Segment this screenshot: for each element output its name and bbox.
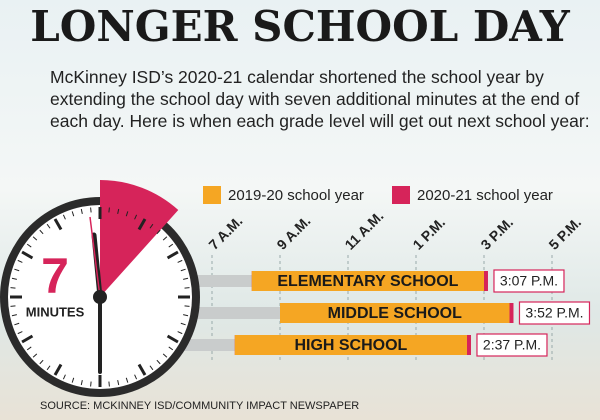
clock-tick	[32, 236, 38, 241]
clock-second-hand	[89, 216, 101, 298]
clock-tick	[21, 334, 34, 344]
clock-tick	[117, 208, 120, 214]
clock-tick	[11, 277, 17, 280]
value-label: 3:52 P.M.	[525, 305, 583, 321]
clock-tick	[26, 346, 32, 351]
clock-tick	[162, 353, 168, 358]
clock-tick	[14, 322, 20, 326]
clock-tick	[162, 236, 168, 241]
legend-swatch	[203, 186, 221, 204]
clock-tick	[14, 268, 20, 272]
category-label: HIGH SCHOOL	[294, 337, 407, 354]
clock-tick	[108, 207, 110, 213]
clock-tick	[166, 334, 179, 344]
category-label: ELEMENTARY SCHOOL	[277, 273, 458, 290]
clock-tick	[17, 259, 23, 263]
clock-tick	[149, 365, 154, 371]
clock-tick	[108, 381, 110, 387]
clock-tick	[39, 359, 44, 365]
clock-tick	[46, 223, 51, 229]
legend-label: 2020-21 school year	[417, 187, 553, 204]
clock-tick	[183, 277, 189, 280]
clock-wedge	[100, 180, 179, 297]
clock-tick	[137, 363, 147, 376]
clock-tick	[90, 207, 92, 213]
clock-tick	[80, 380, 83, 386]
clock-tick	[134, 214, 138, 220]
x-tick-label: 7 A.M.	[205, 213, 245, 253]
clock-tick	[11, 314, 17, 317]
clock-tick	[156, 359, 161, 365]
source: SOURCE: MCKINNEY ISD/COMMUNITY IMPACT NE…	[40, 400, 359, 412]
clock-tick	[168, 243, 174, 248]
x-tick-label: 5 P.M.	[545, 214, 584, 253]
clock-tick	[125, 211, 129, 217]
clock-tick	[117, 380, 120, 386]
x-tick-label: 9 A.M.	[273, 213, 313, 253]
clock-tick	[21, 250, 34, 260]
clock-tick	[137, 218, 147, 231]
clock-tick	[32, 353, 38, 358]
clock-tick	[134, 374, 138, 380]
clock-tick	[180, 322, 186, 326]
clock-tick	[184, 305, 190, 307]
title: LONGER SCHOOL DAY	[30, 2, 571, 51]
clock-tick	[177, 259, 183, 263]
x-tick-label: 11 A.M.	[341, 208, 386, 253]
category-label: MIDDLE SCHOOL	[328, 305, 462, 322]
clock-tick	[125, 377, 129, 383]
clock-tick	[10, 287, 16, 289]
bar	[251, 271, 484, 291]
clock-tick	[71, 377, 75, 383]
clock-tick	[80, 208, 83, 214]
value-box	[518, 301, 591, 325]
clock-tick	[62, 374, 66, 380]
clock-tick	[149, 223, 154, 229]
clock-tick	[53, 218, 63, 231]
legend-swatch	[392, 186, 410, 204]
value-box	[476, 333, 548, 357]
bar	[280, 303, 510, 323]
clock-tick	[183, 314, 189, 317]
clock-pin	[93, 290, 107, 304]
clock-tick	[177, 331, 183, 335]
value-box	[493, 269, 565, 293]
clock-tick	[184, 287, 190, 289]
clock-tick	[168, 346, 174, 351]
subtitle: McKinney ISD’s 2020-21 calendar shortene…	[50, 67, 590, 131]
clock-tick	[166, 250, 179, 260]
clock-tick	[180, 268, 186, 272]
clock-tick	[62, 214, 66, 220]
clock-tick	[71, 211, 75, 217]
clock-label: MINUTES	[26, 304, 85, 319]
clock-tick	[90, 381, 92, 387]
clock-tick	[156, 229, 161, 235]
x-tick-label: 1 P.M.	[409, 214, 448, 253]
clock-tick	[53, 363, 63, 376]
bar	[234, 335, 467, 355]
clock-tick	[39, 229, 44, 235]
clock-minutes: 7	[41, 248, 69, 304]
clock-tick	[17, 331, 23, 335]
value-label: 3:07 P.M.	[500, 273, 558, 289]
x-tick-label: 3 P.M.	[477, 214, 516, 253]
clock-tick	[26, 243, 32, 248]
legend-label: 2019-20 school year	[228, 187, 364, 204]
clock-tick	[10, 305, 16, 307]
clock-tick	[46, 365, 51, 371]
value-label: 2:37 P.M.	[483, 337, 541, 353]
